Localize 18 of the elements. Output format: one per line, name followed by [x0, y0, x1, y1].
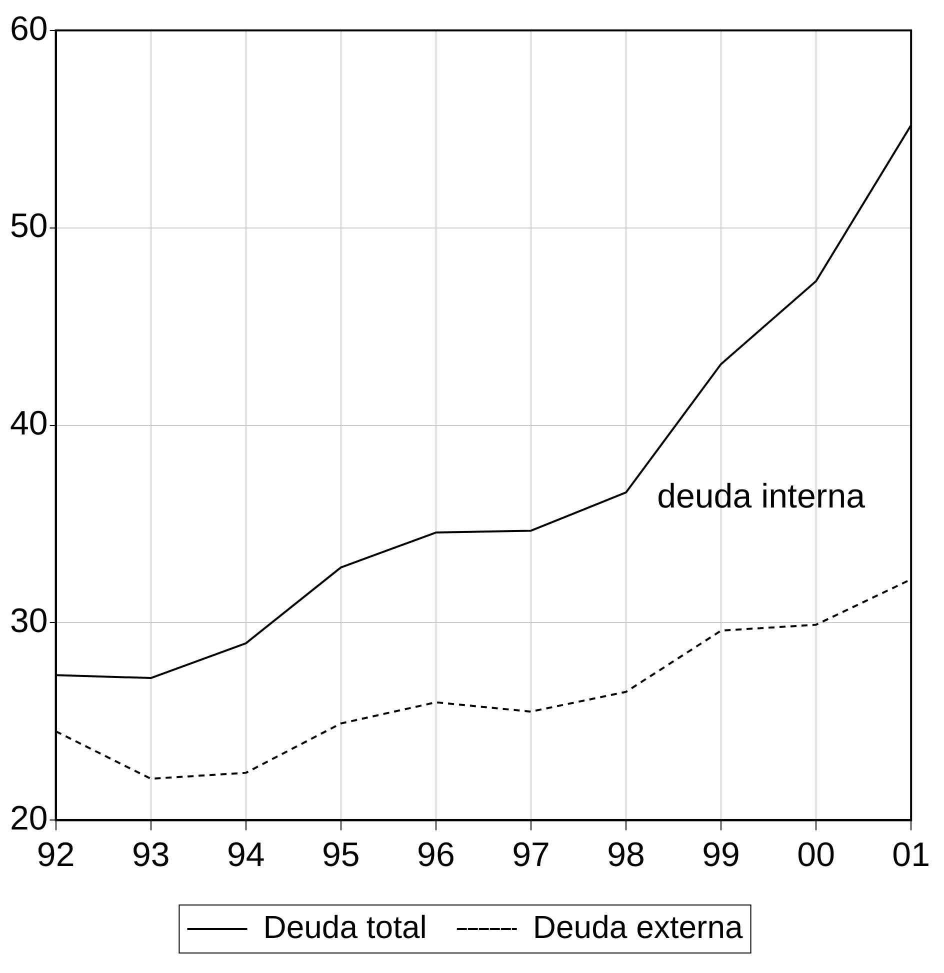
x-tick-label: 00 [797, 836, 835, 874]
x-tick-label: 94 [226, 836, 265, 874]
annotation: deuda interna [657, 477, 866, 516]
x-tick-label: 93 [132, 836, 170, 874]
x-tick-label: 95 [322, 836, 360, 874]
legend-label: Deuda total [263, 908, 427, 945]
legend-label: Deuda externa [532, 908, 743, 945]
y-tick-label: 60 [10, 10, 48, 48]
x-tick-label: 97 [512, 836, 550, 874]
y-tick-label: 20 [10, 800, 48, 838]
x-tick-label: 92 [36, 836, 75, 874]
x-tick-label: 98 [607, 836, 645, 874]
x-tick-label: 96 [417, 836, 455, 874]
x-tick-label: 99 [702, 836, 740, 874]
y-tick-label: 40 [10, 404, 48, 443]
x-tick-label: 01 [892, 836, 930, 874]
y-tick-label: 50 [10, 207, 48, 246]
y-tick-label: 30 [10, 602, 48, 640]
